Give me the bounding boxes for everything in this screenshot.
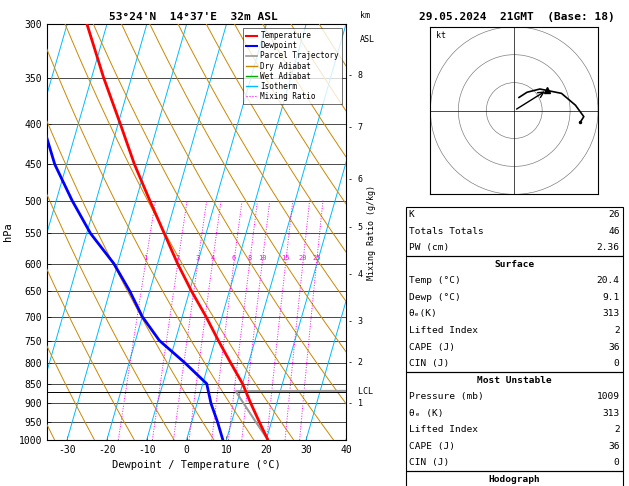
Text: 15: 15 — [281, 256, 290, 261]
Text: Lifted Index: Lifted Index — [409, 425, 478, 434]
Text: 20.4: 20.4 — [596, 277, 620, 285]
Text: 26: 26 — [608, 210, 620, 219]
Text: Lifted Index: Lifted Index — [409, 326, 478, 335]
Text: Dewp (°C): Dewp (°C) — [409, 293, 460, 302]
Text: - 1: - 1 — [348, 399, 363, 408]
Text: - 5: - 5 — [348, 223, 363, 232]
Y-axis label: hPa: hPa — [3, 223, 13, 242]
Legend: Temperature, Dewpoint, Parcel Trajectory, Dry Adiabat, Wet Adiabat, Isotherm, Mi: Temperature, Dewpoint, Parcel Trajectory… — [243, 28, 342, 104]
Text: Most Unstable: Most Unstable — [477, 376, 552, 384]
Text: Mixing Ratio (g/kg): Mixing Ratio (g/kg) — [367, 185, 376, 279]
Text: 9.1: 9.1 — [603, 293, 620, 302]
Text: 2: 2 — [614, 425, 620, 434]
Text: LCL: LCL — [348, 387, 373, 396]
Text: 6: 6 — [231, 256, 236, 261]
Text: 25: 25 — [312, 256, 321, 261]
Text: 0: 0 — [614, 458, 620, 467]
Text: CIN (J): CIN (J) — [409, 458, 449, 467]
Text: Hodograph: Hodograph — [488, 475, 540, 484]
Text: 10: 10 — [258, 256, 266, 261]
Text: 36: 36 — [608, 343, 620, 351]
Text: - 7: - 7 — [348, 123, 363, 132]
Text: CAPE (J): CAPE (J) — [409, 442, 455, 451]
Text: 0: 0 — [614, 359, 620, 368]
Text: 29.05.2024  21GMT  (Base: 18): 29.05.2024 21GMT (Base: 18) — [420, 12, 615, 22]
Text: 36: 36 — [608, 442, 620, 451]
Text: ASL: ASL — [360, 35, 376, 44]
Text: K: K — [409, 210, 415, 219]
Text: 8: 8 — [247, 256, 252, 261]
Text: 20: 20 — [299, 256, 307, 261]
Text: - 2: - 2 — [348, 358, 363, 367]
Text: Surface: Surface — [494, 260, 534, 269]
Text: PW (cm): PW (cm) — [409, 243, 449, 252]
Text: 4: 4 — [210, 256, 214, 261]
X-axis label: Dewpoint / Temperature (°C): Dewpoint / Temperature (°C) — [112, 460, 281, 470]
Text: km: km — [360, 11, 370, 20]
Text: CIN (J): CIN (J) — [409, 359, 449, 368]
Text: - 3: - 3 — [348, 317, 363, 326]
Text: 313: 313 — [603, 310, 620, 318]
Text: - 4: - 4 — [348, 270, 363, 279]
Text: kt: kt — [436, 31, 446, 40]
Text: θₑ(K): θₑ(K) — [409, 310, 438, 318]
Text: 313: 313 — [603, 409, 620, 417]
Text: 2: 2 — [614, 326, 620, 335]
Text: 1009: 1009 — [596, 392, 620, 401]
Text: θₑ (K): θₑ (K) — [409, 409, 443, 417]
Text: 1: 1 — [143, 256, 148, 261]
Text: 2: 2 — [175, 256, 180, 261]
Text: - 8: - 8 — [348, 71, 363, 80]
Text: 46: 46 — [608, 227, 620, 236]
Text: 2.36: 2.36 — [596, 243, 620, 252]
Text: - 6: - 6 — [348, 175, 363, 184]
Text: 53°24'N  14°37'E  32m ASL: 53°24'N 14°37'E 32m ASL — [109, 12, 278, 22]
Text: CAPE (J): CAPE (J) — [409, 343, 455, 351]
Text: Totals Totals: Totals Totals — [409, 227, 484, 236]
Text: Pressure (mb): Pressure (mb) — [409, 392, 484, 401]
Text: Temp (°C): Temp (°C) — [409, 277, 460, 285]
Text: 3: 3 — [196, 256, 200, 261]
